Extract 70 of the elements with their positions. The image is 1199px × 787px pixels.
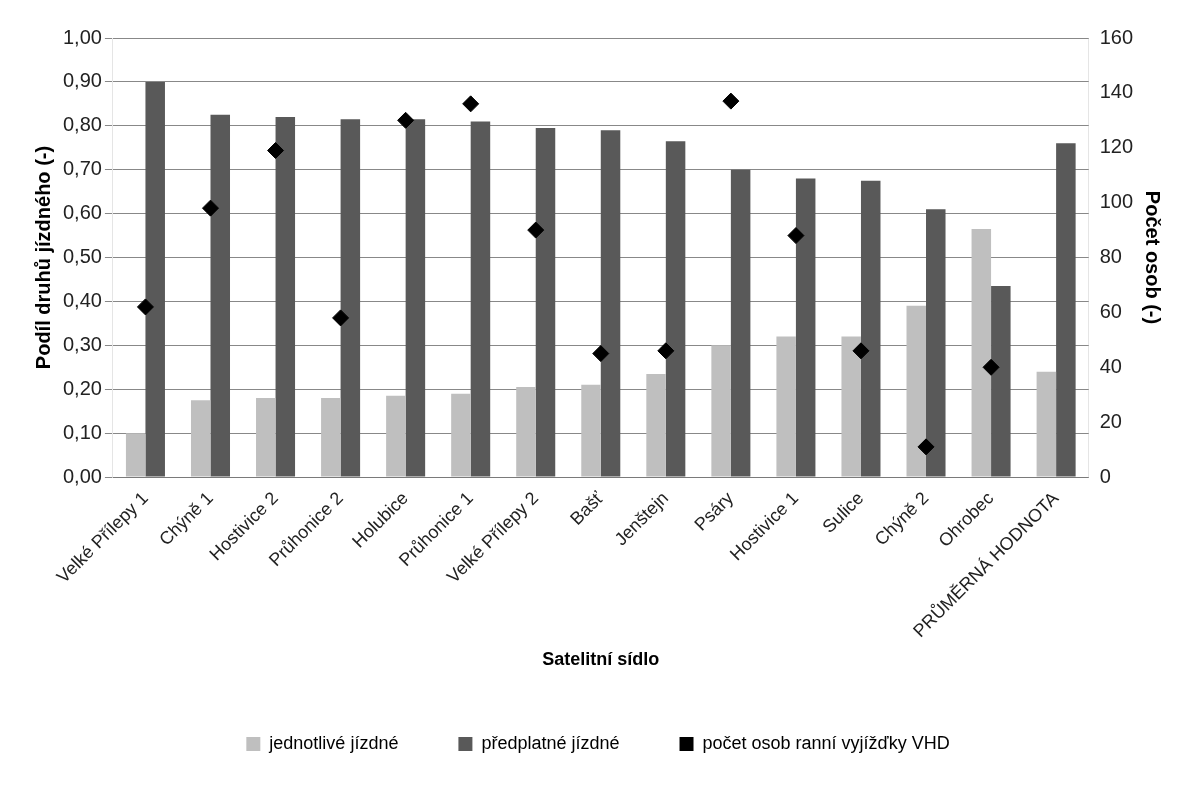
bar bbox=[860, 180, 881, 477]
point bbox=[852, 342, 870, 360]
point bbox=[397, 111, 415, 129]
legend-label: předplatné jízdné bbox=[481, 732, 620, 753]
bar bbox=[386, 395, 406, 477]
bar bbox=[581, 384, 601, 477]
point bbox=[527, 221, 545, 239]
y2-tick-label: 40 bbox=[1099, 354, 1122, 377]
bar bbox=[665, 141, 686, 477]
bar bbox=[971, 228, 992, 477]
point bbox=[982, 358, 1000, 376]
bar bbox=[210, 114, 231, 477]
bar bbox=[646, 373, 666, 477]
bar bbox=[190, 400, 211, 477]
point bbox=[462, 95, 480, 113]
bar bbox=[405, 119, 426, 477]
y-tick-label: 0,10 bbox=[62, 420, 102, 443]
bar bbox=[906, 305, 927, 477]
y-tick-label: 0,30 bbox=[62, 332, 102, 355]
legend-label: počet osob ranní vyjížďky VHD bbox=[702, 732, 950, 753]
bar bbox=[470, 121, 491, 477]
legend-label: jednotlivé jízdné bbox=[268, 732, 399, 753]
bar bbox=[795, 178, 816, 477]
y2-tick-label: 20 bbox=[1099, 409, 1122, 432]
y2-tick-label: 100 bbox=[1099, 190, 1134, 213]
y-tick-label: 0,40 bbox=[62, 288, 102, 311]
bar bbox=[776, 336, 796, 477]
bar bbox=[516, 387, 536, 477]
y-tick-label: 0,80 bbox=[62, 113, 102, 136]
y2-axis-title: Počet osob (-) bbox=[1142, 190, 1165, 325]
bar bbox=[1036, 371, 1057, 477]
y-tick-label: 0,60 bbox=[62, 201, 102, 224]
bar bbox=[926, 209, 946, 477]
bar bbox=[321, 398, 341, 477]
y-tick-label: 0,90 bbox=[62, 69, 102, 92]
y2-tick-label: 0 bbox=[1099, 464, 1111, 487]
point bbox=[787, 227, 805, 245]
point bbox=[136, 298, 154, 316]
point bbox=[202, 199, 219, 217]
point bbox=[332, 309, 350, 327]
point bbox=[917, 438, 935, 456]
y2-tick-label: 120 bbox=[1099, 135, 1134, 158]
bar bbox=[841, 336, 861, 477]
bar bbox=[711, 345, 731, 477]
bar bbox=[600, 130, 621, 477]
y2-tick-label: 140 bbox=[1099, 80, 1134, 103]
y-tick-label: 1,00 bbox=[62, 25, 102, 48]
bar bbox=[340, 119, 361, 477]
bar bbox=[145, 81, 165, 477]
y-tick-label: 0,20 bbox=[62, 376, 102, 399]
y2-tick-label: 160 bbox=[1099, 25, 1134, 48]
x-axis-title: Satelitní sídlo bbox=[542, 649, 660, 670]
bar bbox=[535, 128, 556, 477]
bar bbox=[991, 286, 1011, 477]
point bbox=[592, 345, 610, 363]
bar bbox=[451, 393, 471, 477]
bar bbox=[730, 169, 751, 477]
y2-tick-label: 60 bbox=[1099, 299, 1122, 322]
point bbox=[657, 342, 675, 360]
point bbox=[267, 142, 285, 160]
y2-tick-label: 80 bbox=[1099, 245, 1122, 268]
bar bbox=[275, 117, 296, 477]
point bbox=[722, 92, 740, 110]
y-tick-label: 0,70 bbox=[62, 157, 102, 180]
y-axis-title: Podíl druhů jízdného (-) bbox=[31, 145, 54, 370]
bar bbox=[125, 433, 146, 477]
y-tick-label: 0,00 bbox=[62, 464, 102, 487]
bar bbox=[1056, 143, 1076, 477]
bar bbox=[256, 398, 276, 477]
y-tick-label: 0,50 bbox=[62, 245, 102, 268]
